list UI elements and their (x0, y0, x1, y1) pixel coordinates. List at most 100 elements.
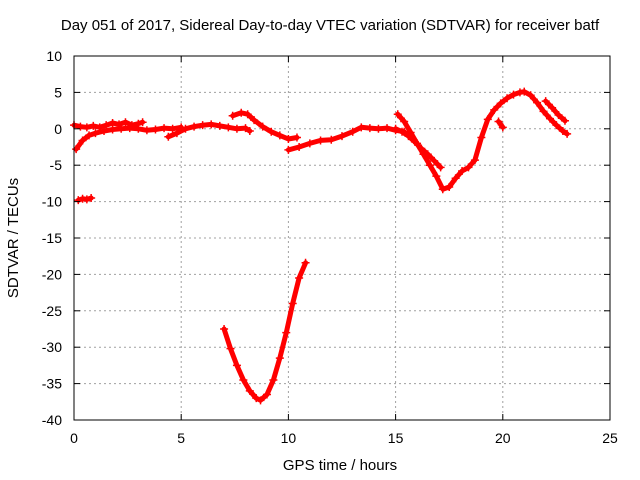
data-point (526, 91, 535, 100)
data-point (436, 163, 445, 172)
data-point (224, 123, 233, 132)
y-tick-label: 10 (46, 48, 62, 64)
data-point (87, 193, 96, 202)
data-point (338, 132, 346, 141)
data-point (190, 122, 199, 131)
data-point (215, 121, 224, 130)
data-point (496, 99, 505, 108)
x-tick-label: 20 (495, 430, 511, 446)
data-point (288, 299, 297, 308)
data-point (228, 111, 237, 120)
data-point (423, 150, 432, 159)
data-point (138, 118, 147, 127)
data-point (252, 394, 261, 403)
data-point (102, 121, 111, 130)
x-tick-label: 25 (602, 430, 618, 446)
data-point (258, 122, 267, 131)
series-track-a (70, 118, 147, 132)
data-point (305, 139, 314, 148)
data-point (269, 375, 278, 384)
data-point (232, 361, 241, 370)
y-axis-label: SDTVAR / TECUs (5, 178, 22, 298)
data-point (245, 126, 254, 135)
data-point (477, 133, 486, 142)
y-tick-label: -20 (42, 266, 62, 282)
data-point (383, 124, 392, 133)
data-point (282, 328, 291, 337)
y-tick-label: -35 (42, 376, 62, 392)
series-track-g (220, 258, 310, 405)
x-tick-labels: 0 5 10 15 20 25 (70, 430, 618, 446)
data-point (554, 110, 563, 119)
series-track-d (228, 108, 301, 143)
series-track-j (494, 117, 507, 132)
y-tick-label: -40 (42, 412, 62, 428)
data-point (503, 94, 512, 103)
data-point (374, 124, 383, 133)
series-track-b (72, 123, 186, 154)
data-point (245, 386, 254, 395)
data-point (292, 133, 301, 142)
chart-title: Day 051 of 2017, Sidereal Day-to-day VTE… (61, 17, 600, 34)
data-point (490, 105, 499, 114)
data-point (563, 129, 572, 138)
data-point (393, 110, 402, 119)
data-point (85, 131, 94, 140)
data-point (100, 126, 109, 135)
data-point (239, 375, 248, 384)
data-point (198, 121, 207, 130)
y-tick-label: -5 (50, 157, 63, 173)
series-track-h (393, 87, 572, 194)
data-point (494, 117, 503, 126)
data-point (237, 108, 246, 117)
data-point (78, 136, 87, 145)
data-series (70, 87, 572, 405)
data-point (160, 124, 169, 133)
data-point (82, 195, 91, 204)
data-point (398, 127, 407, 136)
data-point (295, 143, 304, 151)
data-point (533, 98, 542, 107)
series-line (395, 89, 570, 192)
data-point (552, 121, 561, 130)
data-point (430, 156, 439, 165)
axis-ticks (73, 55, 611, 421)
x-axis-label: GPS time / hours (283, 457, 397, 474)
data-point (404, 132, 413, 141)
series-track-f (74, 193, 96, 205)
data-point (275, 354, 284, 363)
data-point (425, 161, 434, 170)
series-track-e (284, 123, 409, 154)
y-tick-label: -15 (42, 230, 62, 246)
data-point (250, 116, 259, 125)
y-tick-label: -30 (42, 339, 62, 355)
series-track-i (391, 124, 445, 172)
x-tick-label: 10 (281, 430, 297, 446)
data-point (400, 117, 409, 126)
y-tick-labels: -40 -35 -30 -25 -20 -15 -10 -5 0 5 10 (42, 48, 62, 428)
data-point (483, 115, 492, 124)
data-point (262, 390, 271, 399)
data-point (91, 129, 100, 138)
data-point (541, 97, 550, 106)
data-point (275, 131, 284, 140)
data-point (243, 110, 252, 119)
data-point (108, 125, 117, 134)
data-point (117, 124, 126, 133)
data-point (464, 163, 473, 172)
data-point (520, 87, 529, 96)
data-point (545, 114, 554, 123)
data-point (357, 123, 366, 132)
data-point (151, 125, 160, 134)
y-tick-label: 5 (54, 84, 62, 100)
series-track-k (541, 97, 569, 125)
data-point (451, 174, 460, 183)
data-point (391, 124, 400, 133)
data-point (207, 120, 216, 129)
data-point (301, 258, 310, 267)
data-point (232, 124, 241, 133)
data-point (445, 183, 454, 192)
x-tick-label: 5 (177, 430, 185, 446)
x-tick-label: 0 (70, 430, 78, 446)
